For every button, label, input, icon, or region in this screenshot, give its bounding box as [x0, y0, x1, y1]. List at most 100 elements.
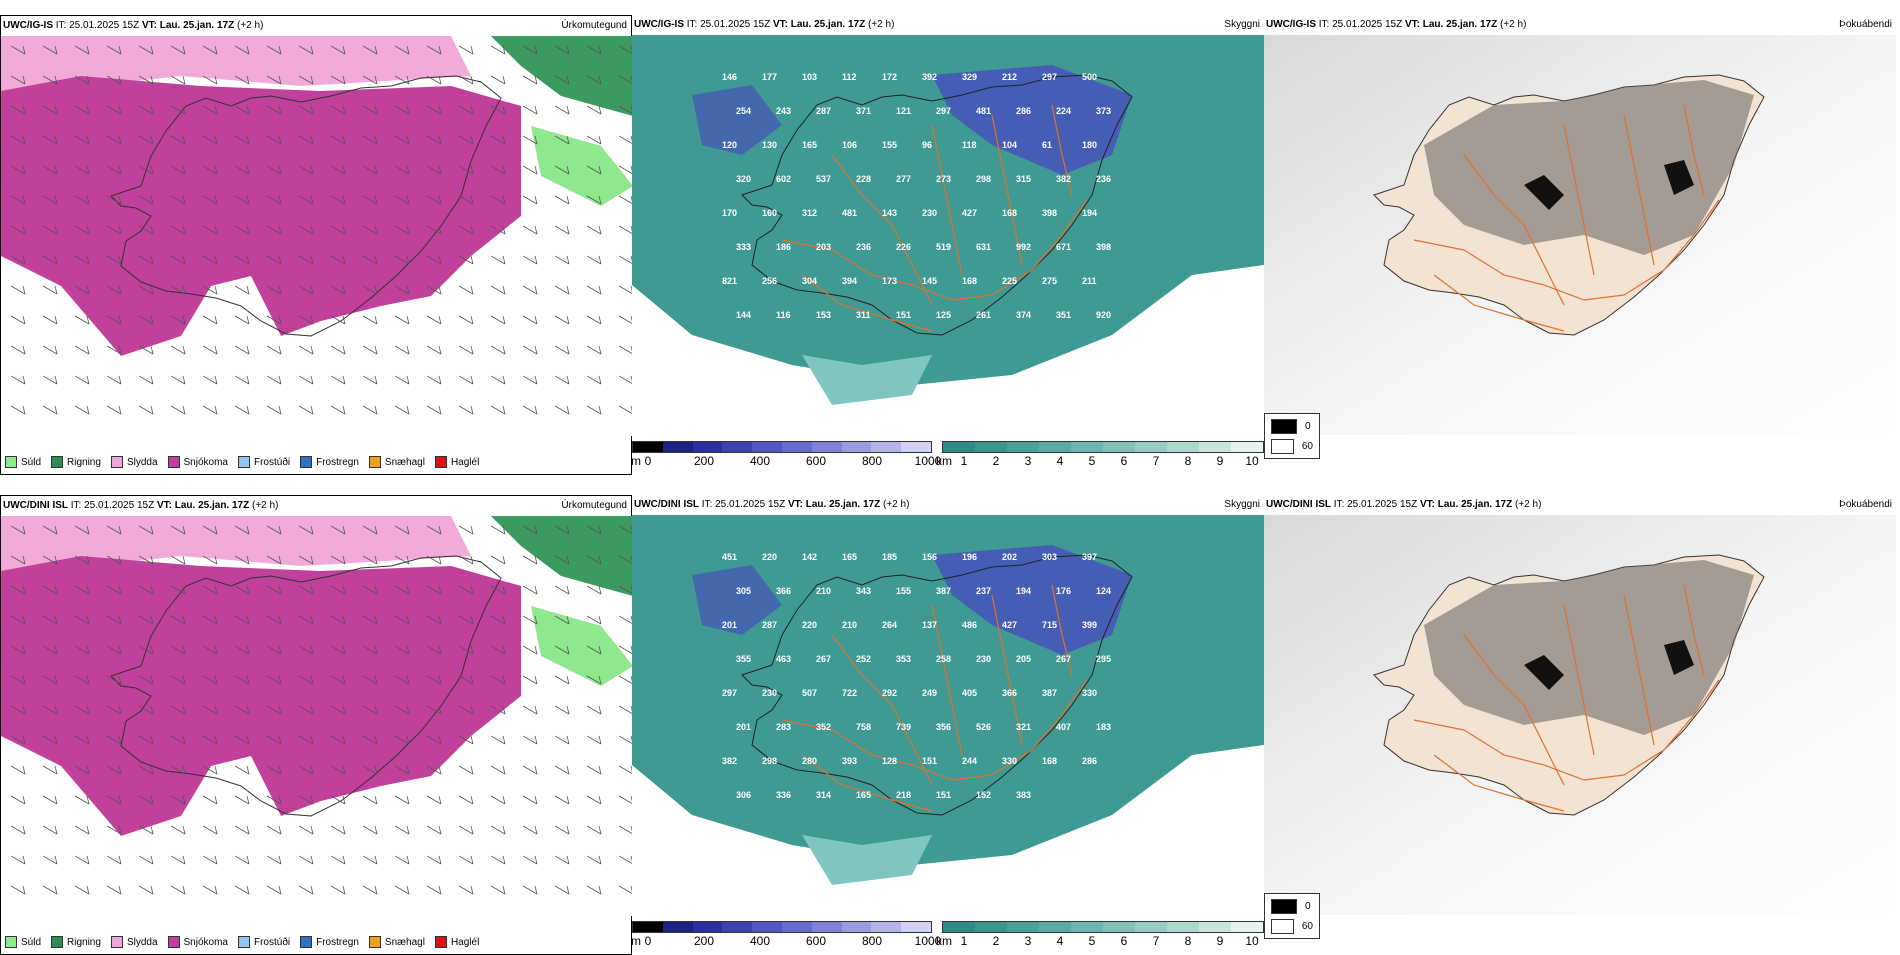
colorbar-tick: 8	[1184, 934, 1192, 948]
cloud-base-label: 144	[736, 310, 751, 320]
cloud-base-label: 330	[1082, 688, 1097, 698]
fog-shading	[1424, 80, 1754, 255]
cloud-visibility-panel: UWC/IG-IS IT: 25.01.2025 15Z VT: Lau. 25…	[631, 15, 1264, 475]
colorbar-unit: km	[936, 454, 952, 468]
lead-offset: (+2 h)	[1515, 499, 1542, 510]
colorbar-tick: 800	[861, 454, 883, 468]
cloud-base-label: 715	[1042, 620, 1057, 630]
cloud-base-label: 631	[976, 242, 991, 252]
fog-index-panel: UWC/IG-IS IT: 25.01.2025 15Z VT: Lau. 25…	[1264, 15, 1896, 475]
init-time: IT: 25.01.2025 15Z	[701, 499, 786, 510]
cloud-base-label: 352	[816, 722, 831, 732]
cloud-base-label: 387	[936, 586, 951, 596]
cloud-base-label: 185	[882, 552, 897, 562]
fog-shading	[1424, 560, 1754, 735]
cloud-base-label: 106	[842, 140, 857, 150]
cloud-base-label: 397	[1082, 552, 1097, 562]
cloud-base-label: 427	[962, 208, 977, 218]
fog-index-map	[1264, 515, 1896, 915]
legend-label: Haglél	[450, 936, 480, 948]
colorbar-tick: 1	[960, 454, 968, 468]
cloud-base-label: 451	[722, 552, 737, 562]
visibility-field-light	[802, 355, 932, 405]
cloud-base-label: 407	[1056, 722, 1071, 732]
colorbar-tick: 400	[749, 454, 771, 468]
colorbar-ticks: m 0 200 400 600 800 1000	[631, 453, 941, 469]
cloud-base-label: 267	[816, 654, 831, 664]
cloud-base-labels: 146 177 103 112 172 392 329 212 297 500 254 243 287 3…	[722, 72, 1111, 320]
legend-label: Rigning	[67, 456, 101, 468]
cloud-base-label: 172	[882, 72, 897, 82]
panel-header: UWC/DINI ISL IT: 25.01.2025 15Z VT: Lau.…	[1266, 499, 1541, 510]
fog-key-row: 60	[1271, 439, 1313, 454]
cloud-base-label: 286	[1082, 756, 1097, 766]
cloud-base-label: 287	[762, 620, 777, 630]
fog-index-map	[1264, 35, 1896, 435]
colorbar-tick: 400	[749, 934, 771, 948]
legend-label: Snæhagl	[384, 936, 425, 948]
cloud-base-label: 230	[922, 208, 937, 218]
legend-label: Rigning	[67, 936, 101, 948]
cloud-base-label: 168	[1042, 756, 1057, 766]
legend-label: Frostúði	[253, 936, 291, 948]
model-name: UWC/DINI ISL	[3, 500, 68, 511]
cloud-base-label: 382	[1056, 174, 1071, 184]
fog-key: 0 60	[1264, 893, 1320, 939]
cloud-base-label: 160	[762, 208, 777, 218]
legend-item: Haglél	[434, 456, 479, 468]
cloud-base-label: 343	[856, 586, 871, 596]
fog-key-label: 60	[1301, 441, 1313, 452]
cloud-base-label: 151	[922, 756, 937, 766]
colorbar-tick: 7	[1152, 934, 1160, 948]
legend-swatch	[110, 936, 123, 948]
cloud-base-label: 277	[896, 174, 911, 184]
legend-label: Snjókoma	[183, 456, 228, 468]
fog-max-spot	[1524, 655, 1564, 690]
fog-max-spot	[1664, 640, 1694, 675]
model-name: UWC/DINI ISL	[634, 499, 699, 510]
valid-time-label: VT:	[156, 500, 172, 511]
legend-swatch	[300, 456, 313, 468]
precip-legend: Súld Rigning Slydda Snjókoma Frostúði Frostre…	[5, 936, 479, 948]
legend-item: Haglél	[434, 936, 480, 948]
panel-header: UWC/DINI ISL IT: 25.01.2025 15Z VT: Lau.…	[634, 499, 909, 510]
cloud-base-label: 427	[1002, 620, 1017, 630]
low-cloud-area	[932, 545, 1132, 655]
legend-swatch	[368, 456, 381, 468]
cloud-base-label: 258	[936, 654, 951, 664]
cloud-base-label: 120	[722, 140, 737, 150]
fog-key-swatch	[1271, 419, 1297, 434]
valid-time-label: VT:	[787, 499, 803, 510]
cloud-base-label: 306	[736, 790, 751, 800]
cloud-base-label: 481	[976, 106, 991, 116]
model-name: UWC/IG-IS	[3, 20, 53, 31]
colorbar-tick: 200	[693, 934, 715, 948]
legend-item: Snjókoma	[167, 456, 228, 468]
cloud-base-label: 992	[1016, 242, 1031, 252]
cloud-base-label: 211	[1082, 276, 1097, 286]
cloud-base-label: 230	[976, 654, 991, 664]
cloud-base-label: 249	[922, 688, 937, 698]
cloud-visibility-panel: UWC/DINI ISL IT: 25.01.2025 15Z VT: Lau.…	[631, 495, 1264, 955]
cloud-base-label: 125	[936, 310, 951, 320]
panel-title: Skyggni	[1224, 499, 1260, 510]
cloud-base-label: 297	[722, 688, 737, 698]
cloud-base-label: 366	[776, 586, 791, 596]
colorbar-tick: 8	[1184, 454, 1192, 468]
precip-type-map	[1, 516, 633, 916]
cloud-base-label: 374	[1016, 310, 1031, 320]
cloud-base-label: 366	[1002, 688, 1017, 698]
legend-swatch	[167, 936, 180, 948]
legend-item: Rigning	[51, 456, 101, 468]
cloud-base-label: 165	[842, 552, 857, 562]
panel-title: Úrkomutegund	[561, 500, 627, 511]
colorbar-tick: 9	[1216, 934, 1224, 948]
cloud-base-label: 356	[936, 722, 951, 732]
legend-swatch	[5, 456, 17, 468]
fog-max-spot	[1524, 175, 1564, 210]
panel-title: Þokuábendi	[1839, 19, 1892, 30]
cloud-base-label: 500	[1082, 72, 1097, 82]
cloud-base-label: 194	[1016, 586, 1031, 596]
lead-offset: (+2 h)	[1500, 19, 1527, 30]
legend-swatch	[368, 936, 381, 948]
